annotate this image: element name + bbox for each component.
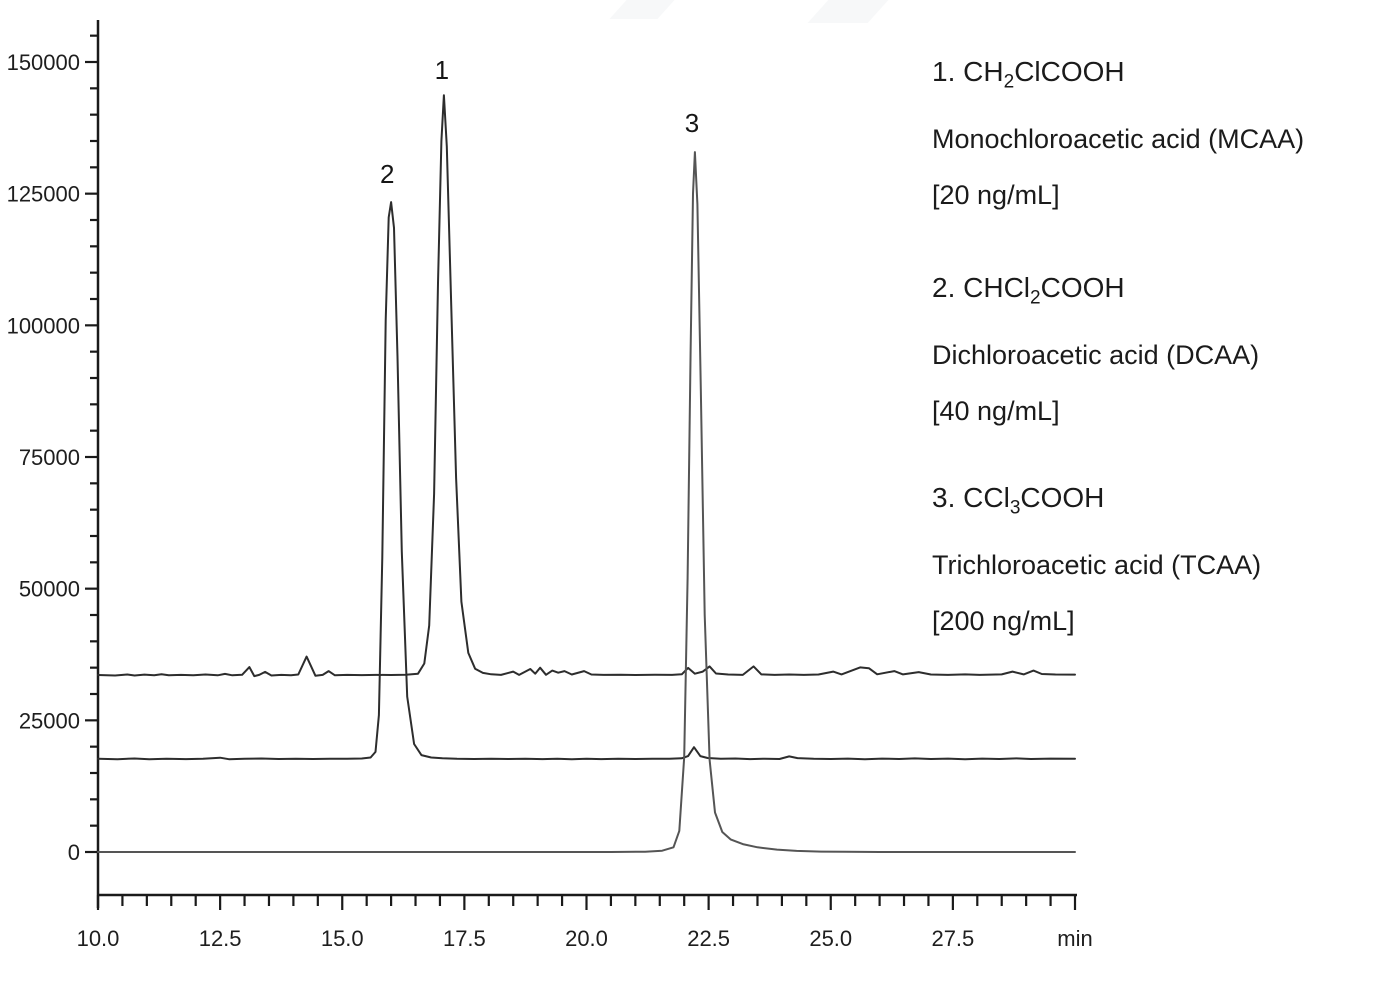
legend-formula: 2. CHCl2COOH bbox=[932, 272, 1125, 309]
y-tick-label: 0 bbox=[68, 840, 80, 865]
y-tick-label: 50000 bbox=[19, 577, 80, 602]
trace-mcaa bbox=[97, 94, 1076, 678]
x-tick-label: 10.0 bbox=[77, 926, 120, 951]
y-tick-label: 75000 bbox=[19, 445, 80, 470]
legend-peak-number: 2. bbox=[932, 272, 964, 303]
legend-concentration: [20 ng/mL] bbox=[932, 179, 1060, 210]
x-tick-label: 27.5 bbox=[931, 926, 974, 951]
legend-concentration: [40 ng/mL] bbox=[932, 395, 1060, 426]
legend-peak-number: 1. bbox=[932, 56, 964, 87]
x-tick-label: 15.0 bbox=[321, 926, 364, 951]
y-tick-label: 25000 bbox=[19, 708, 80, 733]
x-tick-label: 25.0 bbox=[809, 926, 852, 951]
x-tick-label: 20.0 bbox=[565, 926, 608, 951]
legend-formula: 3. CCl3COOH bbox=[932, 482, 1105, 519]
trace-dcaa bbox=[97, 201, 1076, 761]
legend-formula: 1. CH2ClCOOH bbox=[932, 56, 1125, 93]
legend-entry: 3. CCl3COOH Trichloroacetic acid (TCAA) … bbox=[932, 470, 1261, 649]
legend-compound-name: Trichloroacetic acid (TCAA) bbox=[932, 549, 1262, 580]
legend-compound-name: Monochloroacetic acid (MCAA) bbox=[932, 123, 1305, 154]
peak-label-1: 1 bbox=[435, 55, 449, 85]
legend-peak-number: 3. bbox=[932, 482, 964, 513]
x-tick-label: 17.5 bbox=[443, 926, 486, 951]
legend: 1. CH2ClCOOH Monochloroacetic acid (MCAA… bbox=[932, 0, 1392, 700]
legend-concentration: [200 ng/mL] bbox=[932, 605, 1075, 636]
y-ticks: 0 25000 50000 75000 100000 125000 150000 bbox=[7, 34, 98, 865]
legend-entry: 2. CHCl2COOH Dichloroacetic acid (DCAA) … bbox=[932, 260, 1259, 439]
y-tick-label: 100000 bbox=[7, 313, 80, 338]
legend-compound-name: Dichloroacetic acid (DCAA) bbox=[932, 339, 1260, 370]
y-tick-label: 150000 bbox=[7, 50, 80, 75]
peak-label-2: 2 bbox=[380, 159, 394, 189]
x-tick-label: 12.5 bbox=[199, 926, 242, 951]
legend-entry: 1. CH2ClCOOH Monochloroacetic acid (MCAA… bbox=[932, 44, 1304, 223]
peak-label-3: 3 bbox=[685, 108, 699, 138]
x-axis-unit-label: min bbox=[1057, 926, 1092, 951]
x-ticks: 10.0 12.5 15.0 17.5 20.0 22.5 25.0 27.5 min bbox=[77, 895, 1093, 951]
x-tick-label: 22.5 bbox=[687, 926, 730, 951]
trace-tcaa bbox=[97, 151, 1076, 853]
axes bbox=[96, 20, 1077, 908]
y-tick-label: 125000 bbox=[7, 182, 80, 207]
